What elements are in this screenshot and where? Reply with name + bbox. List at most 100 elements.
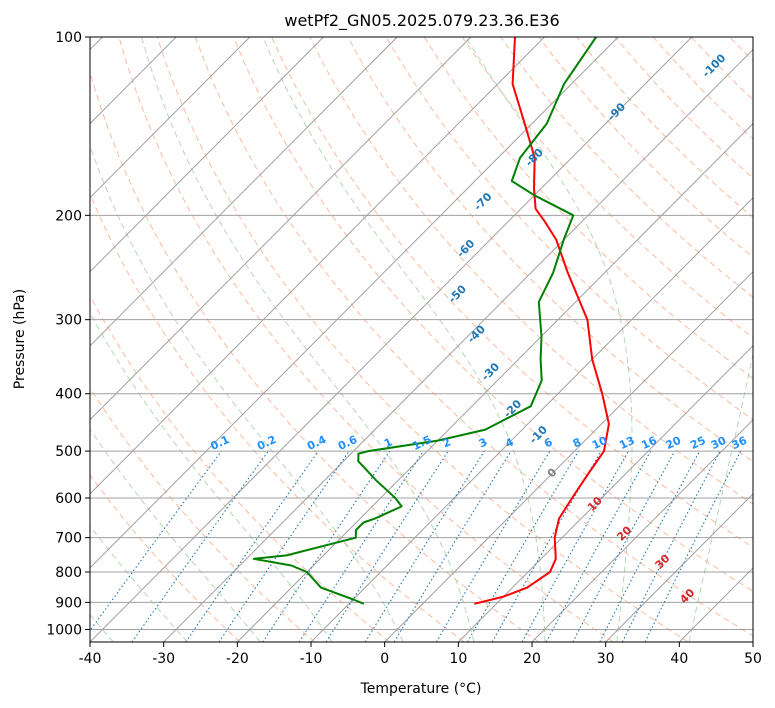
moist-adiabat (90, 525, 188, 642)
dry-adiabat (309, 37, 753, 505)
dry-adiabat (576, 37, 753, 219)
mixing-ratio-line (521, 450, 629, 642)
height-label: -30 (479, 360, 502, 383)
axis-layer: -40 -30 -20 -10 0 10 20 30 40 5010020030040050060… (46, 30, 762, 667)
y-tick-label: 700 (55, 531, 82, 547)
mixing-ratio-line (435, 450, 551, 642)
dry-adiabat (690, 37, 753, 101)
mixing-ratio-label: 8 (571, 435, 583, 450)
isotherm-line (384, 271, 753, 642)
isotherm-line (90, 37, 619, 569)
y-tick-label: 100 (55, 30, 82, 46)
moist-adiabat (90, 428, 261, 642)
dry-adiabat (385, 37, 753, 421)
mixing-ratio-label: 0.6 (336, 433, 359, 453)
dry-adiabat (90, 474, 241, 642)
moist-adiabat (90, 144, 404, 642)
x-tick-label: -20 (226, 651, 249, 667)
x-tick-label: 20 (523, 651, 541, 667)
dry-adiabat (614, 37, 753, 179)
x-tick-label: -10 (300, 651, 323, 667)
mixing-ratio-label: 1.5 (410, 433, 433, 453)
height-label: -40 (465, 322, 488, 345)
dry-adiabat (423, 37, 753, 380)
isotherm-line (678, 567, 753, 642)
mixing-ratio-line (325, 450, 449, 642)
dry-adiabat (271, 37, 753, 548)
mixing-ratio-line (262, 450, 391, 642)
mixing-ratio-line (185, 450, 319, 642)
x-tick-label: 40 (670, 651, 688, 667)
y-tick-label: 800 (55, 565, 82, 581)
isotherm-line (90, 37, 545, 495)
mixing-ratio-label: 13 (617, 434, 636, 452)
height-label: -50 (446, 282, 469, 305)
mixing-ratio-line (364, 450, 485, 642)
dry-adiabat (90, 294, 390, 642)
y-tick-label: 600 (55, 491, 82, 507)
mixing-ratio-line (644, 450, 742, 642)
height-label: -20 (501, 397, 524, 420)
isotherm-line (163, 48, 753, 642)
moist-adiabat (90, 311, 333, 642)
height-label: -100 (700, 51, 729, 80)
isotherm-line (236, 122, 753, 642)
dry-adiabat (233, 37, 753, 592)
moist-adiabat (141, 37, 475, 642)
isotherm-line (90, 37, 472, 421)
mixing-ratio-label: 0.1 (208, 433, 231, 453)
dewpoint-profile (252, 37, 597, 605)
mixing-ratio-label: 10 (590, 434, 610, 452)
dry-adiabat (156, 37, 689, 642)
isotherm-value-label: 30 (653, 552, 673, 572)
isotherm-line (90, 37, 693, 642)
mixing-ratio-line (621, 450, 721, 642)
isotherm-line (752, 641, 753, 642)
x-tick-label: -40 (79, 651, 102, 667)
height-label: -70 (471, 190, 494, 213)
grid-layer (90, 37, 775, 642)
mixing-ratio-line (90, 450, 222, 632)
isotherm-value-label: 20 (614, 523, 634, 543)
mixing-ratio-label: 20 (664, 434, 684, 452)
mixing-ratio-line (572, 450, 676, 642)
x-tick-label: -30 (152, 651, 175, 667)
dry-adiabat (90, 387, 316, 642)
isotherm-line (605, 493, 753, 642)
mixing-ratio-label: 36 (730, 434, 750, 452)
dry-adiabat (90, 70, 540, 642)
x-tick-label: 0 (380, 651, 389, 667)
height-label: -60 (454, 237, 477, 260)
isotherm-line (457, 345, 753, 642)
y-tick-label: 300 (55, 313, 82, 329)
dry-adiabat (768, 37, 775, 642)
mixing-ratio-line (545, 450, 652, 642)
chart-title: wetPf2_GN05.2025.079.23.36.E36 (284, 11, 559, 31)
isotherm-line (90, 37, 398, 347)
mixing-ratio-label: 30 (709, 434, 729, 452)
dry-adiabat (118, 37, 614, 642)
x-tick-label: 50 (744, 651, 762, 667)
dry-adiabat (461, 37, 753, 339)
mixing-ratio-label: 25 (688, 434, 707, 452)
y-tick-label: 400 (55, 387, 82, 403)
isotherm-line (90, 37, 324, 273)
moist-adiabat (762, 37, 775, 642)
x-axis-label: Temperature (°C) (360, 681, 482, 697)
dry-adiabat (652, 37, 753, 140)
y-tick-label: 1000 (46, 622, 82, 638)
plot-frame (89, 36, 754, 643)
mixing-ratio-line (218, 450, 350, 642)
dry-adiabat (729, 37, 753, 62)
dry-adiabat (347, 37, 753, 463)
moist-adiabat (688, 351, 753, 642)
mixing-ratio-label: 0.2 (255, 433, 278, 453)
data-layer (252, 37, 610, 605)
mixing-ratio-line (298, 450, 424, 642)
dry-adiabat (90, 192, 465, 642)
mixing-ratio-line (131, 450, 269, 642)
isotherm-value-label: 40 (677, 586, 697, 606)
y-tick-label: 500 (55, 444, 82, 460)
mixing-ratio-line (393, 450, 512, 642)
